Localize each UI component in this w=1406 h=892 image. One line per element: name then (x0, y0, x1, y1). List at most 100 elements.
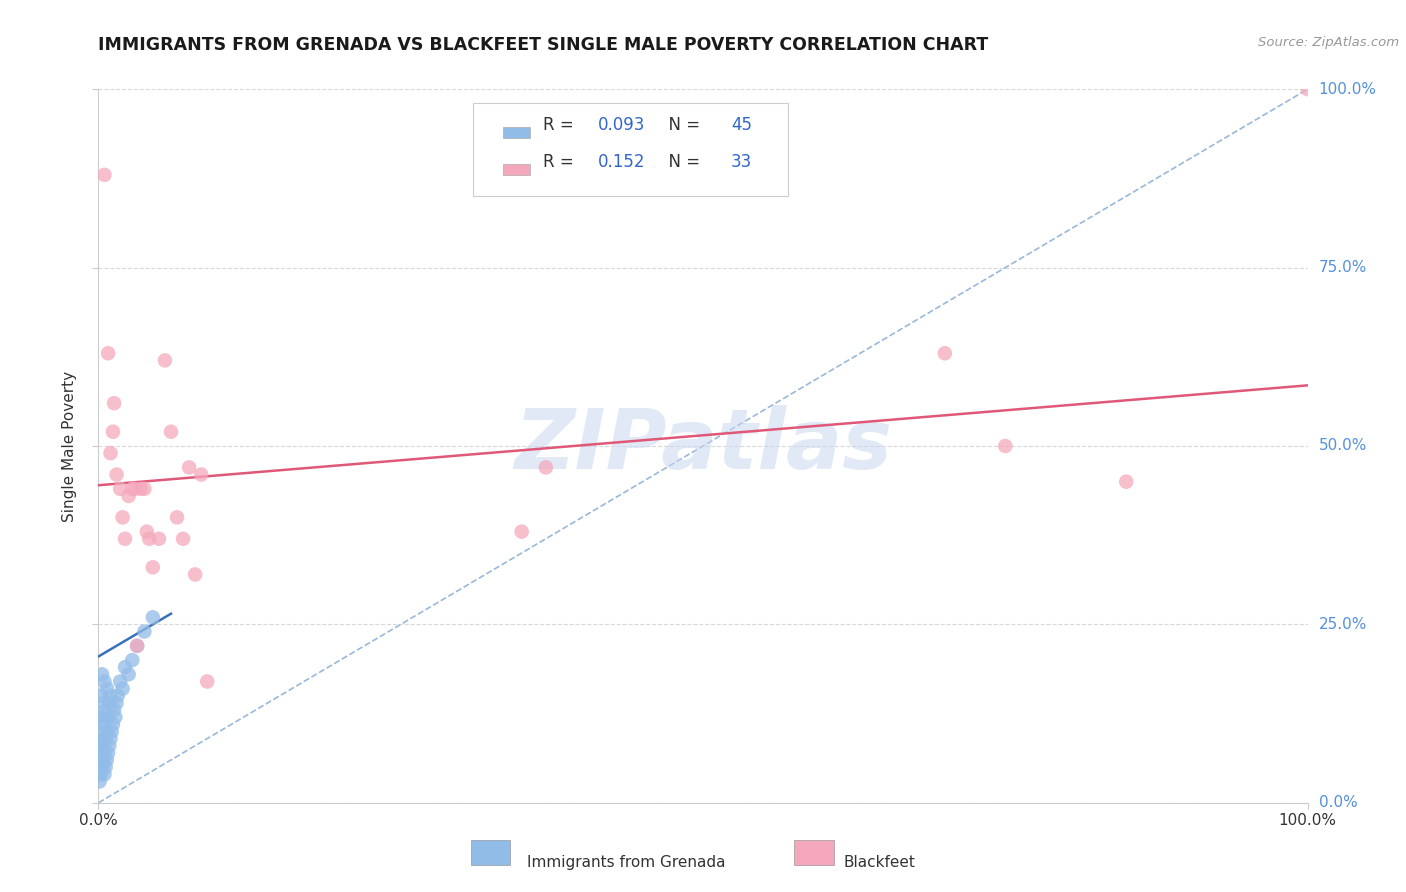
Text: ZIPatlas: ZIPatlas (515, 406, 891, 486)
Text: R =: R = (543, 116, 579, 134)
Point (127, 639, 149, 653)
Point (534, 460, 557, 475)
Point (89, 774, 111, 789)
Point (195, 674, 218, 689)
Point (111, 510, 134, 524)
Text: 0.093: 0.093 (598, 116, 645, 134)
Point (91, 760, 114, 774)
Text: 0.0%: 0.0% (1319, 796, 1357, 810)
Point (153, 353, 176, 368)
Point (91, 667, 114, 681)
Point (172, 532, 194, 546)
Text: N =: N = (658, 153, 706, 171)
Point (89, 710, 111, 724)
Point (129, 482, 152, 496)
Point (90, 689, 112, 703)
Point (994, 439, 1017, 453)
Point (97, 746, 120, 760)
Point (510, 524, 533, 539)
Point (114, 660, 136, 674)
Point (91, 739, 114, 753)
Text: Source: ZipAtlas.com: Source: ZipAtlas.com (1258, 36, 1399, 49)
Point (97, 346, 120, 360)
Point (93, 767, 115, 781)
Point (94, 760, 117, 774)
Point (114, 532, 136, 546)
Point (107, 689, 129, 703)
Point (134, 482, 156, 496)
Point (90, 767, 112, 781)
Point (89, 753, 111, 767)
FancyBboxPatch shape (794, 840, 834, 865)
Point (93, 168, 115, 182)
Text: 33: 33 (731, 153, 752, 171)
Point (91, 696, 114, 710)
Point (121, 653, 143, 667)
Point (118, 489, 141, 503)
Point (91, 710, 114, 724)
Point (96, 681, 118, 696)
Point (93, 717, 115, 731)
Point (97, 710, 120, 724)
FancyBboxPatch shape (471, 840, 510, 865)
Text: Blackfeet: Blackfeet (844, 855, 915, 870)
Point (103, 396, 125, 410)
FancyBboxPatch shape (503, 127, 530, 138)
Point (103, 703, 125, 717)
Point (135, 524, 157, 539)
Point (160, 425, 183, 439)
FancyBboxPatch shape (474, 103, 787, 196)
Point (100, 689, 122, 703)
Point (96, 724, 118, 739)
Point (142, 560, 165, 574)
Point (98, 696, 121, 710)
Point (91, 731, 114, 746)
Point (100, 446, 122, 460)
Point (124, 482, 146, 496)
Text: 0.152: 0.152 (598, 153, 645, 171)
Point (111, 681, 134, 696)
Text: 50.0%: 50.0% (1319, 439, 1367, 453)
Point (118, 667, 141, 681)
Text: IMMIGRANTS FROM GRENADA VS BLACKFEET SINGLE MALE POVERTY CORRELATION CHART: IMMIGRANTS FROM GRENADA VS BLACKFEET SIN… (98, 36, 988, 54)
Text: 45: 45 (731, 116, 752, 134)
Point (105, 467, 128, 482)
Point (96, 753, 118, 767)
Text: 75.0%: 75.0% (1319, 260, 1367, 275)
Point (93, 674, 115, 689)
Point (89, 739, 111, 753)
Point (134, 624, 156, 639)
Point (100, 731, 122, 746)
Point (104, 710, 127, 724)
Point (177, 460, 201, 475)
Point (90, 746, 112, 760)
Text: N =: N = (658, 116, 706, 134)
Point (166, 510, 188, 524)
Y-axis label: Single Male Poverty: Single Male Poverty (62, 370, 77, 522)
Point (101, 717, 124, 731)
Text: 25.0%: 25.0% (1319, 617, 1367, 632)
Point (1115, 475, 1137, 489)
Text: Immigrants from Grenada: Immigrants from Grenada (527, 855, 725, 870)
Text: 100.0%: 100.0% (1319, 82, 1376, 96)
Point (90, 724, 112, 739)
Point (138, 532, 160, 546)
Point (100, 724, 122, 739)
Point (91, 753, 114, 767)
Point (101, 425, 124, 439)
Point (142, 610, 165, 624)
Point (127, 639, 149, 653)
Point (94, 703, 117, 717)
Point (184, 567, 207, 582)
Text: R =: R = (543, 153, 579, 171)
Point (93, 746, 115, 760)
FancyBboxPatch shape (503, 164, 530, 175)
Point (105, 696, 128, 710)
Point (148, 532, 170, 546)
Point (108, 674, 131, 689)
Point (108, 482, 131, 496)
Point (94, 731, 117, 746)
Point (190, 467, 212, 482)
Point (121, 482, 143, 496)
Point (934, 346, 956, 360)
